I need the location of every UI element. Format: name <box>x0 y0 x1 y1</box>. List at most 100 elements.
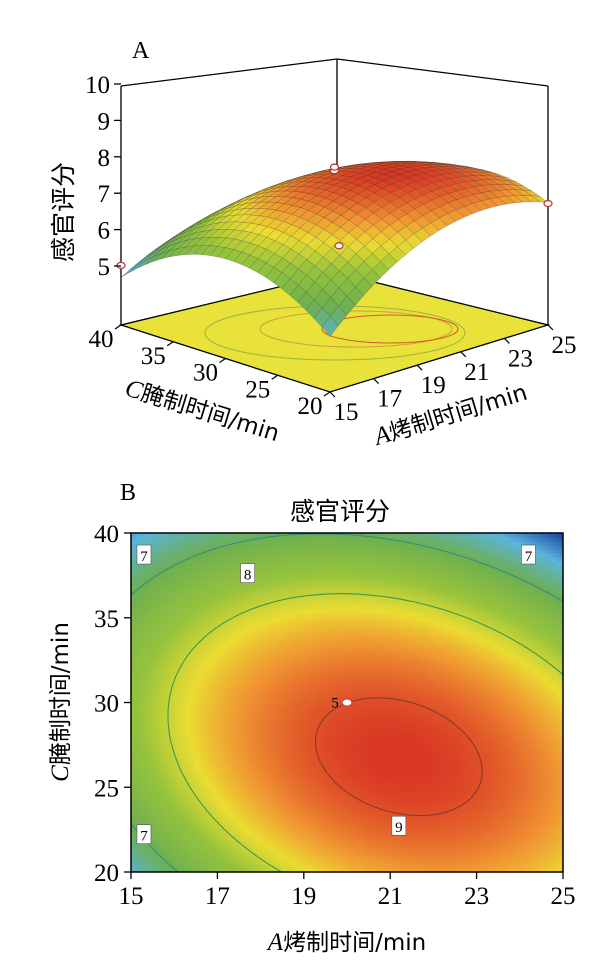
heatmap-cell <box>203 680 208 686</box>
heatmap-cell <box>151 672 156 678</box>
heatmap-cell <box>227 680 232 686</box>
heatmap-cell <box>239 536 244 542</box>
heatmap-cell <box>327 656 332 662</box>
heatmap-cell <box>151 648 156 654</box>
heatmap-cell <box>239 584 244 590</box>
heatmap-cell <box>303 744 308 749</box>
heatmap-cell <box>303 584 308 590</box>
heatmap-cell <box>311 656 316 662</box>
heatmap-cell <box>203 868 208 872</box>
heatmap-cell <box>187 832 192 837</box>
heatmap-cell <box>163 864 168 869</box>
heatmap-cell <box>271 684 276 690</box>
heatmap-cell <box>171 580 176 586</box>
heatmap-cell <box>291 680 296 686</box>
heatmap-cell <box>207 584 212 590</box>
heatmap-cell <box>223 568 228 574</box>
heatmap-cell <box>311 756 316 761</box>
heatmap-cell <box>239 792 244 797</box>
heatmap-cell <box>239 692 244 698</box>
heatmap-cell <box>327 844 332 849</box>
heatmap-cell <box>191 736 196 741</box>
heatmap-cell <box>315 852 320 857</box>
heatmap-cell <box>175 764 180 769</box>
heatmap-cell <box>151 748 156 753</box>
heatmap-cell <box>147 652 152 658</box>
heatmap-cell <box>279 544 284 550</box>
heatmap-cell <box>139 632 144 638</box>
heatmap-cell <box>327 744 332 749</box>
heatmap-cell <box>163 712 168 718</box>
heatmap-cell <box>247 608 252 614</box>
heatmap-cell <box>207 852 212 857</box>
heatmap-cell <box>155 700 160 706</box>
heatmap-cell <box>255 776 260 781</box>
heatmap-cell <box>239 612 244 618</box>
heatmap-cell <box>267 784 272 789</box>
heatmap-cell <box>159 748 164 753</box>
heatmap-cell <box>139 664 144 670</box>
heatmap-cell <box>191 556 196 562</box>
heatmap-cell <box>299 560 304 566</box>
heatmap-cell <box>291 788 296 793</box>
heatmap-cell <box>263 808 268 813</box>
heatmap-cell <box>323 764 328 769</box>
heatmap-cell <box>135 636 140 642</box>
heatmap-cell <box>307 760 312 765</box>
heatmap-cell <box>239 764 244 769</box>
heatmap-cell <box>183 804 188 809</box>
heatmap-cell <box>183 740 188 745</box>
heatmap-cell <box>327 600 332 606</box>
heatmap-cell <box>143 816 148 821</box>
heatmap-cell <box>323 592 328 598</box>
heatmap-cell <box>191 700 196 706</box>
heatmap-cell <box>155 696 160 702</box>
heatmap-cell <box>183 636 188 642</box>
heatmap-cell <box>315 580 320 586</box>
heatmap-cell <box>283 812 288 817</box>
heatmap-cell <box>243 600 248 606</box>
heatmap-cell <box>215 672 220 678</box>
heatmap-cell <box>231 684 236 690</box>
heatmap-cell <box>303 604 308 610</box>
heatmap-cell <box>323 816 328 821</box>
heatmap-cell <box>287 832 292 837</box>
heatmap-cell <box>175 808 180 813</box>
heatmap-cell <box>255 772 260 777</box>
heatmap-cell <box>291 632 296 638</box>
heatmap-cell <box>235 736 240 741</box>
heatmap-cell <box>307 572 312 578</box>
heatmap-cell <box>267 788 272 793</box>
heatmap-cell <box>271 556 276 562</box>
heatmap-cell <box>263 864 268 869</box>
heatmap-cell <box>143 592 148 598</box>
heatmap-cell <box>175 676 180 682</box>
heatmap-cell <box>199 704 204 710</box>
heatmap-cell <box>223 816 228 821</box>
heatmap-cell <box>255 860 260 865</box>
heatmap-cell <box>191 696 196 702</box>
heatmap-cell <box>275 828 280 833</box>
heatmap-cell <box>199 572 204 578</box>
heatmap-cell <box>299 864 304 869</box>
heatmap-cell <box>287 748 292 753</box>
heatmap-cell <box>279 848 284 853</box>
heatmap-cell <box>167 533 172 538</box>
heatmap-cell <box>271 764 276 769</box>
heatmap-cell <box>171 856 176 861</box>
heatmap-cell <box>319 556 324 562</box>
heatmap-cell <box>155 556 160 562</box>
heatmap-cell <box>243 624 248 630</box>
heatmap-cell <box>247 616 252 622</box>
heatmap-cell <box>203 740 208 745</box>
heatmap-cell <box>179 680 184 686</box>
heatmap-cell <box>143 620 148 626</box>
heatmap-cell <box>235 792 240 797</box>
heatmap-cell <box>175 844 180 849</box>
heatmap-cell <box>235 608 240 614</box>
heatmap-cell <box>223 644 228 650</box>
heatmap-cell <box>295 840 300 845</box>
heatmap-cell <box>231 848 236 853</box>
heatmap-cell <box>231 716 236 722</box>
heatmap-cell <box>187 800 192 805</box>
